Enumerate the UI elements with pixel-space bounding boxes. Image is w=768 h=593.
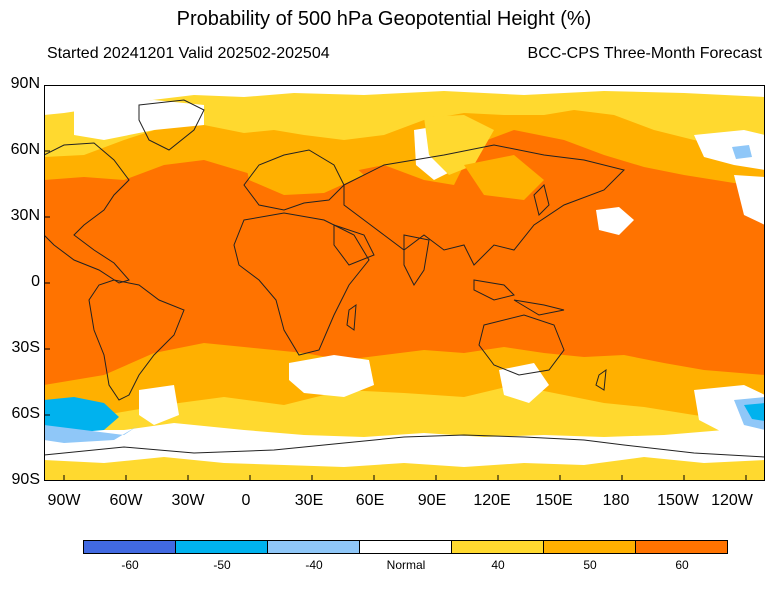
lon-label-60w: 60W <box>109 492 143 509</box>
legend-label: -50 <box>213 558 231 572</box>
lon-label-150w: 150W <box>657 492 699 509</box>
legend-swatch <box>635 540 728 554</box>
field-neg40-patch <box>44 425 139 443</box>
map-canvas <box>44 85 765 481</box>
map-title: Probability of 500 hPa Geopotential Heig… <box>176 8 592 30</box>
lat-label-30n: 30N <box>10 207 40 224</box>
legend-swatch <box>543 540 636 554</box>
lat-ticks <box>44 85 50 481</box>
field-normal-patch <box>499 363 549 403</box>
field-40-patch <box>424 115 494 175</box>
field-50-patch <box>464 155 544 200</box>
lat-label-60n: 60N <box>10 141 40 158</box>
field-normal-south <box>44 423 765 467</box>
legend-swatch <box>83 540 176 554</box>
lon-label-30w: 30W <box>171 492 205 509</box>
legend-label: -40 <box>305 558 323 572</box>
lon-label-120w: 120W <box>711 492 753 509</box>
field-neg50-patch <box>44 397 119 433</box>
legend-swatch <box>267 540 360 554</box>
legend-swatch <box>175 540 268 554</box>
lon-label-90w: 90W <box>47 492 81 509</box>
lat-label-30s: 30S <box>11 339 40 356</box>
field-normal-patch <box>289 355 374 397</box>
run-info: Started 20241201 Valid 202502-202504 <box>47 45 330 62</box>
probability-map <box>44 85 765 481</box>
legend-label: Normal <box>386 558 426 572</box>
lon-label-90e: 90E <box>417 492 447 509</box>
lat-label-0: 0 <box>31 273 40 290</box>
field-neg50-patch <box>744 403 765 421</box>
lon-label-0: 0 <box>241 492 251 509</box>
field-50-patch <box>244 150 364 195</box>
coastlines <box>44 99 765 458</box>
legend-swatch <box>359 540 452 554</box>
field-normal-north <box>44 85 765 115</box>
lat-label-90s: 90S <box>11 471 40 488</box>
field-normal-patch <box>734 175 765 225</box>
field-neg40-patch <box>732 145 752 159</box>
lon-label-30e: 30E <box>294 492 324 509</box>
lon-label-150e: 150E <box>535 492 573 509</box>
lon-label-180: 180 <box>602 492 630 509</box>
legend-label: -60 <box>121 558 139 572</box>
field-normal-patch <box>139 385 179 425</box>
field-40-north <box>44 85 765 157</box>
field-normal-patch <box>596 207 634 235</box>
model-name: BCC-CPS Three-Month Forecast <box>527 45 762 62</box>
lon-label-60e: 60E <box>355 492 385 509</box>
lon-label-120e: 120E <box>473 492 511 509</box>
lat-label-90n: 90N <box>10 75 40 92</box>
legend-label: 60 <box>675 558 689 572</box>
color-legend <box>83 540 728 554</box>
field-normal-patch <box>694 130 765 170</box>
lat-label-60s: 60S <box>11 405 40 422</box>
lon-ticks <box>63 475 747 481</box>
legend-label: 50 <box>583 558 597 572</box>
legend-swatch <box>451 540 544 554</box>
legend-label: 40 <box>491 558 505 572</box>
